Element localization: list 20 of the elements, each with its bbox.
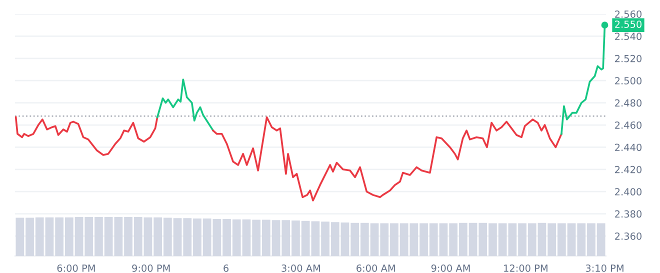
y-tick-label: 2.480 <box>615 99 642 107</box>
y-tick-label: 2.400 <box>615 188 642 196</box>
x-tick-label: 6 <box>224 264 228 272</box>
y-tick-label: 2.380 <box>615 210 642 218</box>
y-tick-label: 2.440 <box>615 144 642 152</box>
y-tick-label: 2.420 <box>615 166 642 174</box>
y-tick-label: 2.360 <box>615 232 642 240</box>
y-tick-label: 2.500 <box>615 77 642 84</box>
annotation: 2.550 <box>615 20 642 28</box>
y-tick-label: 2.520 <box>615 54 642 62</box>
y-tick-label: 2.540 <box>615 32 642 40</box>
x-tick-label: 3:10 PM <box>586 264 624 272</box>
x-tick-label: 6:00 PM <box>57 264 95 272</box>
y-tick-label: 2.560 <box>615 10 642 18</box>
y-tick-label: 2.460 <box>615 121 642 129</box>
x-tick-label: 9:00 AM <box>431 264 470 272</box>
x-tick-label: 12:00 PM <box>504 264 548 272</box>
x-tick-label: 9:00 PM <box>132 264 170 272</box>
x-tick-label: 6:00 AM <box>356 264 395 272</box>
x-tick-label: 3:00 AM <box>282 264 320 272</box>
